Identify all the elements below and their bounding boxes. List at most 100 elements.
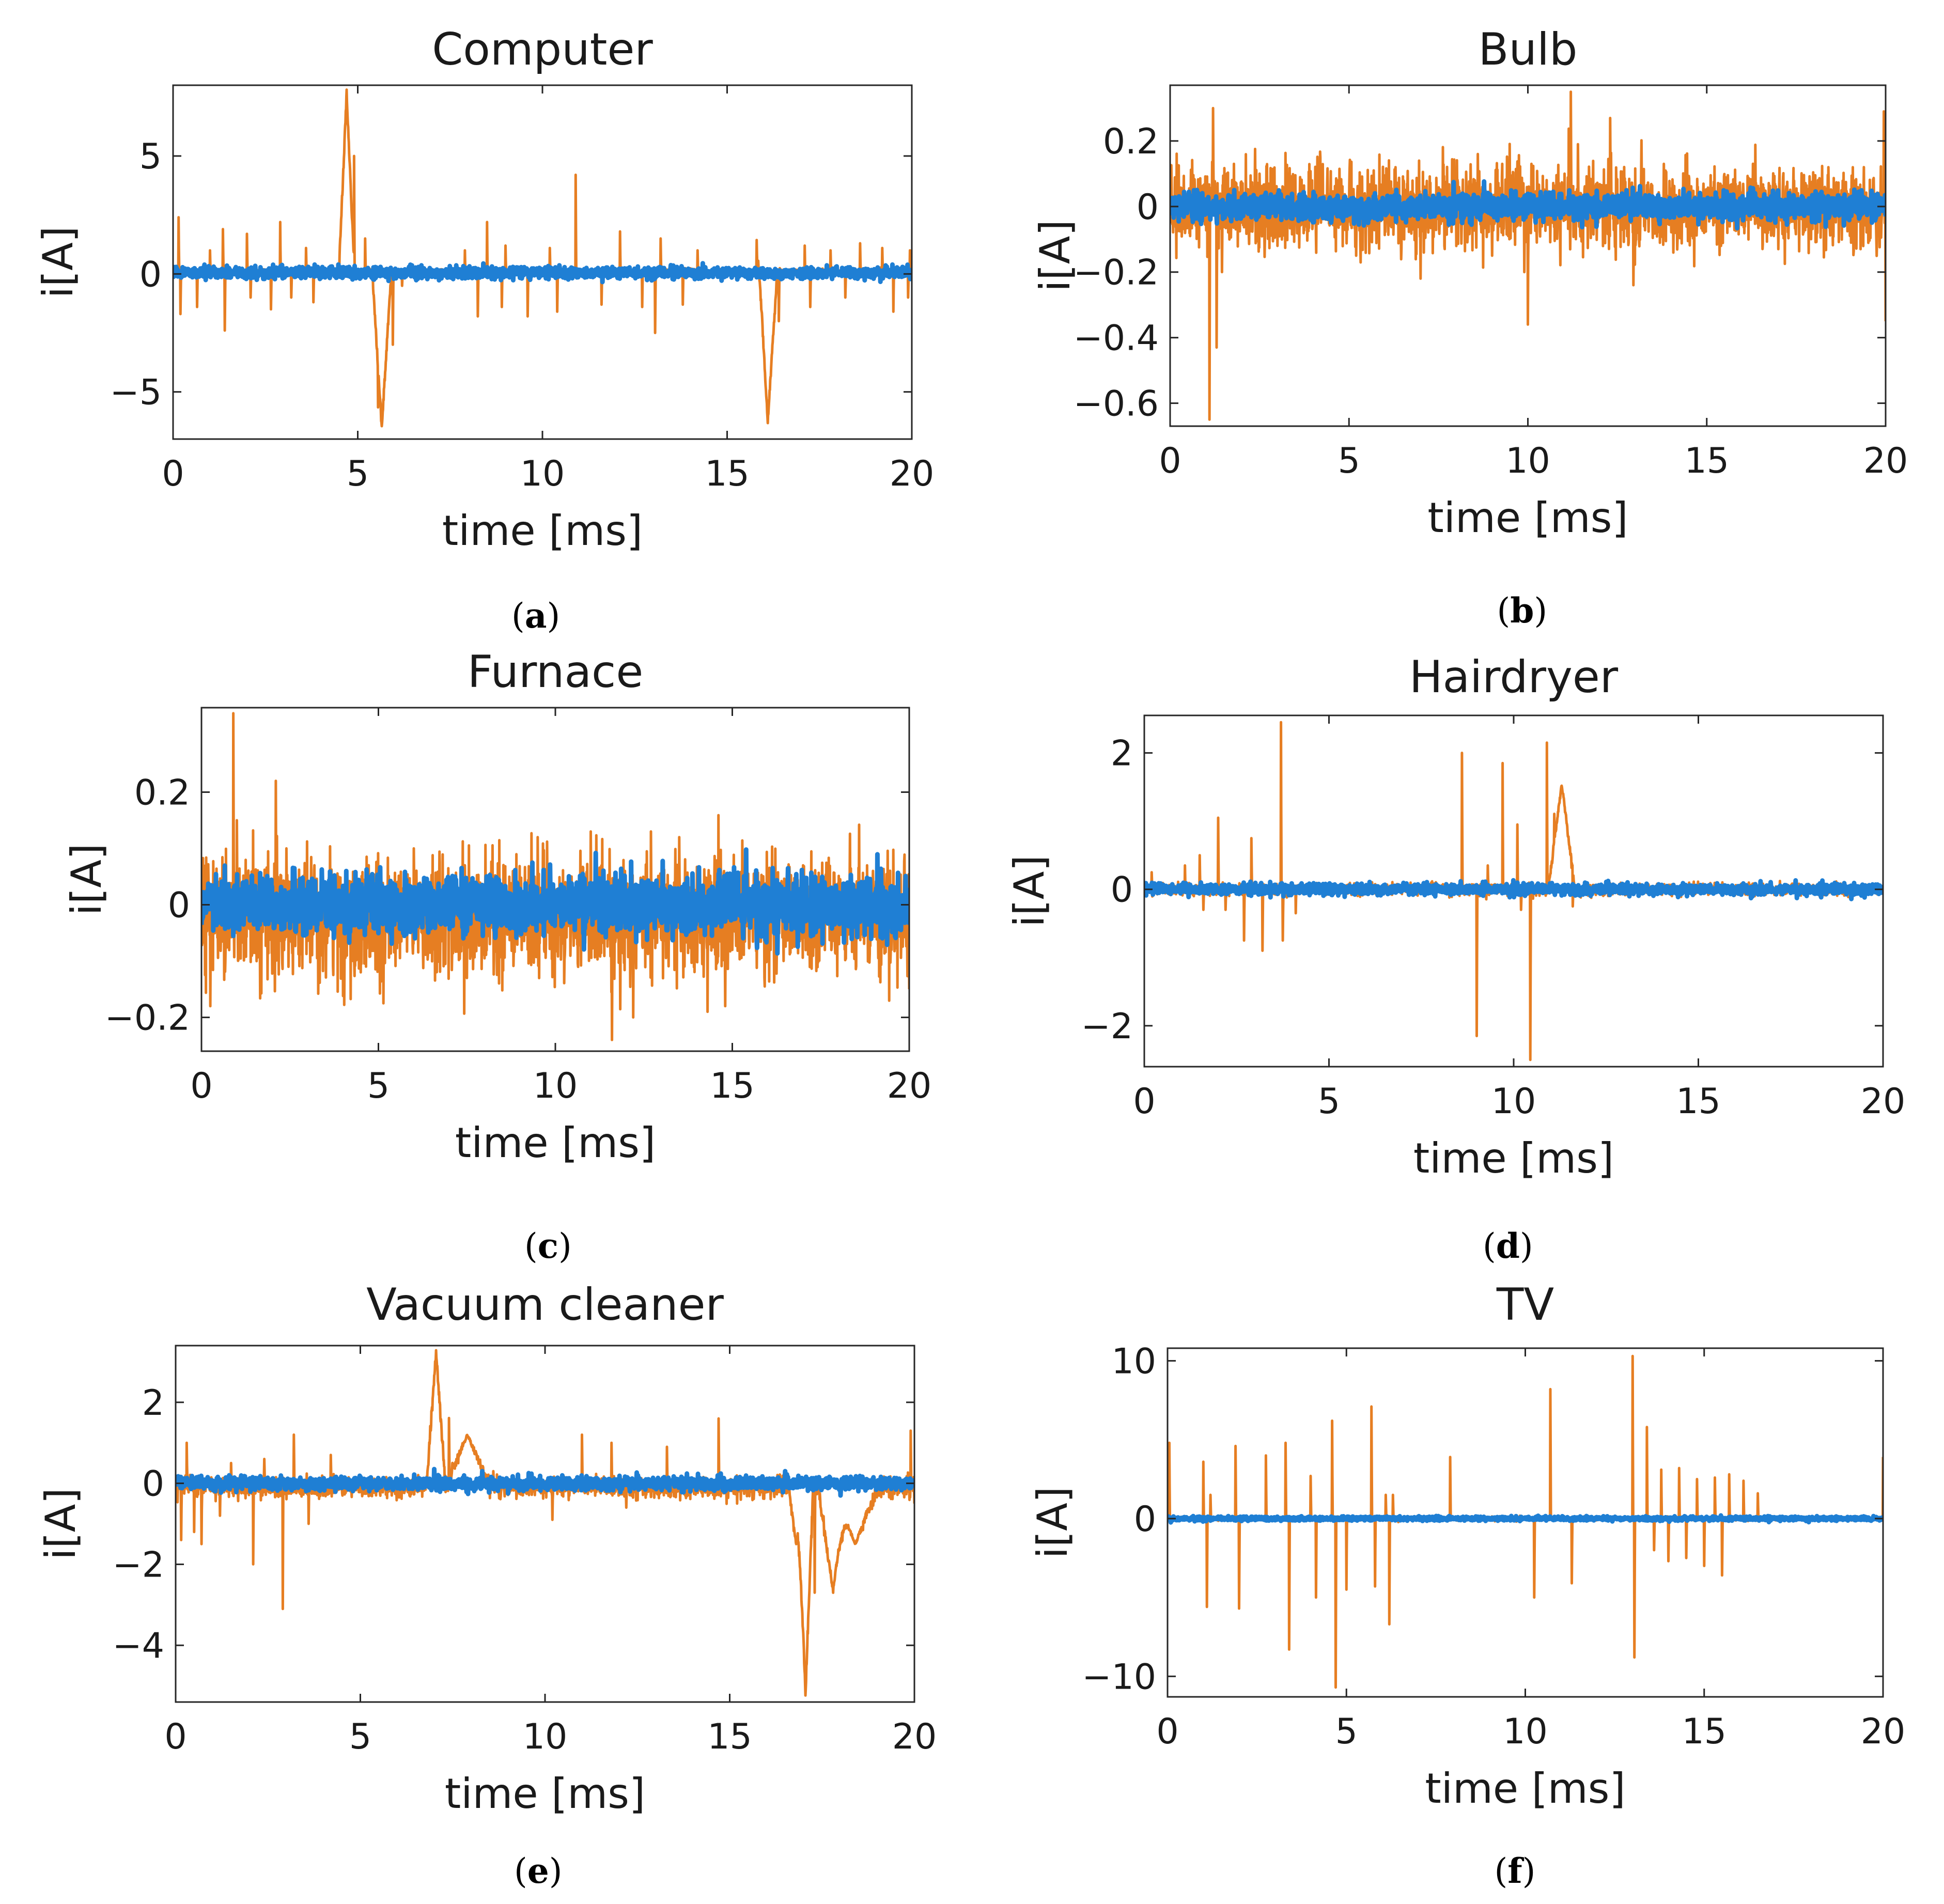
y-tick-label: −2 (113, 1544, 164, 1585)
caption-letter: d (1496, 1226, 1520, 1266)
caption-paren-open: ( (514, 1851, 527, 1891)
x-tick-label: 10 (1491, 1081, 1536, 1122)
chart-title: Computer (432, 24, 653, 75)
x-tick-label: 0 (1133, 1081, 1155, 1122)
y-tick-label: 0 (142, 1464, 164, 1505)
caption-letter: c (538, 1226, 558, 1266)
x-tick-label: 5 (1335, 1711, 1358, 1752)
caption-letter: e (527, 1851, 549, 1891)
y-tick-label: 2 (142, 1383, 164, 1424)
panel-e: 0 5 10 15 20 −4 −2 0 2 Vacuum cleaner time [ms] i[A… (37, 1279, 937, 1891)
x-tick-label: 10 (1503, 1711, 1548, 1752)
caption-paren-close: ) (558, 1226, 572, 1266)
x-tick-label: 0 (162, 454, 184, 494)
y-tick-label: −0.4 (1074, 318, 1159, 359)
caption-paren-open: ( (524, 1226, 538, 1266)
caption-paren-open: ( (1495, 1851, 1508, 1891)
panel-caption: (b) (1497, 590, 1548, 631)
y-tick-label: 10 (1111, 1341, 1156, 1382)
series-line-blue (201, 847, 909, 956)
y-tick-label: 0 (1137, 187, 1159, 228)
chart-title: TV (1496, 1279, 1554, 1331)
x-axis-label: time [ms] (1425, 1765, 1625, 1813)
y-tick-label: 2 (1111, 733, 1133, 774)
x-tick-label: 10 (520, 454, 565, 494)
caption-letter: f (1507, 1851, 1524, 1891)
y-axis-label: i[A] (34, 226, 82, 298)
x-axis-label: time [ms] (1413, 1134, 1614, 1182)
y-tick-label: −4 (113, 1626, 164, 1666)
chart-title: Vacuum cleaner (366, 1279, 724, 1331)
caption-letter: b (1510, 590, 1534, 631)
x-tick-label: 15 (1676, 1081, 1721, 1122)
chart-title: Hairdryer (1409, 651, 1619, 703)
x-tick-label: 15 (1682, 1711, 1727, 1752)
x-tick-label: 15 (710, 1066, 755, 1106)
chart-title: Bulb (1479, 24, 1578, 75)
x-tick-label: 20 (1861, 1711, 1906, 1752)
caption-paren-close: ) (1520, 1226, 1533, 1266)
y-tick-label: −0.6 (1074, 384, 1159, 425)
x-tick-label: 5 (1318, 1081, 1340, 1122)
caption-paren-close: ) (549, 1851, 563, 1891)
x-tick-label: 10 (523, 1716, 568, 1757)
y-tick-label: 0.2 (1103, 121, 1159, 162)
x-tick-label: 20 (887, 1066, 932, 1106)
x-axis-label: time [ms] (455, 1119, 656, 1167)
y-tick-label: −0.2 (105, 998, 190, 1039)
panel-caption: (a) (511, 596, 560, 636)
y-tick-label: −5 (110, 372, 162, 413)
series-line-blue (1170, 179, 1886, 231)
x-tick-label: 20 (1861, 1081, 1906, 1122)
y-axis-label: i[A] (63, 844, 111, 915)
x-axis-label: time [ms] (442, 507, 643, 555)
caption-paren-close: ) (1534, 591, 1547, 631)
x-tick-label: 15 (1684, 441, 1729, 481)
x-axis-label: time [ms] (1427, 494, 1628, 542)
x-tick-label: 20 (892, 1716, 937, 1757)
chart-title: Furnace (468, 646, 644, 698)
series-line-blue (1168, 1513, 1883, 1525)
y-tick-label: 0 (1134, 1499, 1156, 1540)
x-tick-label: 0 (1159, 441, 1181, 481)
panel-b: 0 5 10 15 20 −0.6 −0.4 −0.2 0 0.2 Bulb time [ms] i[A… (1031, 24, 1908, 631)
series-line-blue (1144, 878, 1883, 901)
x-tick-label: 15 (705, 454, 750, 494)
x-tick-label: 0 (164, 1716, 186, 1757)
y-tick-label: −0.2 (1074, 253, 1159, 293)
panel-caption: (e) (514, 1851, 563, 1891)
x-tick-label: 15 (707, 1716, 752, 1757)
x-tick-label: 5 (1338, 441, 1360, 481)
x-tick-label: 0 (1156, 1711, 1178, 1752)
y-tick-label: 5 (139, 136, 162, 177)
caption-paren-open: ( (1497, 591, 1511, 631)
y-axis-label: i[A] (1031, 220, 1079, 291)
y-tick-label: −10 (1082, 1657, 1156, 1697)
x-tick-label: 20 (890, 454, 935, 494)
caption-paren-open: ( (511, 596, 525, 636)
x-tick-label: 10 (1505, 441, 1550, 481)
caption-paren-close: ) (1522, 1851, 1536, 1891)
caption-letter: a (525, 596, 547, 636)
series-line-blue (176, 1466, 914, 1498)
panel-caption: (d) (1483, 1226, 1533, 1266)
caption-paren-close: ) (547, 596, 561, 636)
panel-caption: (f) (1495, 1851, 1536, 1891)
y-tick-label: −2 (1081, 1006, 1133, 1047)
x-axis-label: time [ms] (445, 1770, 645, 1818)
y-axis-label: i[A] (37, 1488, 85, 1559)
plot-area (1168, 1348, 1883, 1697)
x-tick-label: 5 (367, 1066, 390, 1106)
y-tick-label: 0 (1111, 870, 1133, 911)
x-tick-label: 5 (347, 454, 369, 494)
plot-area (176, 1346, 914, 1702)
y-tick-label: 0.2 (134, 773, 190, 814)
caption-paren-open: ( (1483, 1226, 1496, 1266)
panel-caption: (c) (524, 1226, 572, 1266)
y-axis-label: i[A] (1005, 855, 1053, 927)
panel-a: 0 5 10 15 20 −5 0 5 Computer time [ms] i[A] (a) (34, 24, 934, 636)
